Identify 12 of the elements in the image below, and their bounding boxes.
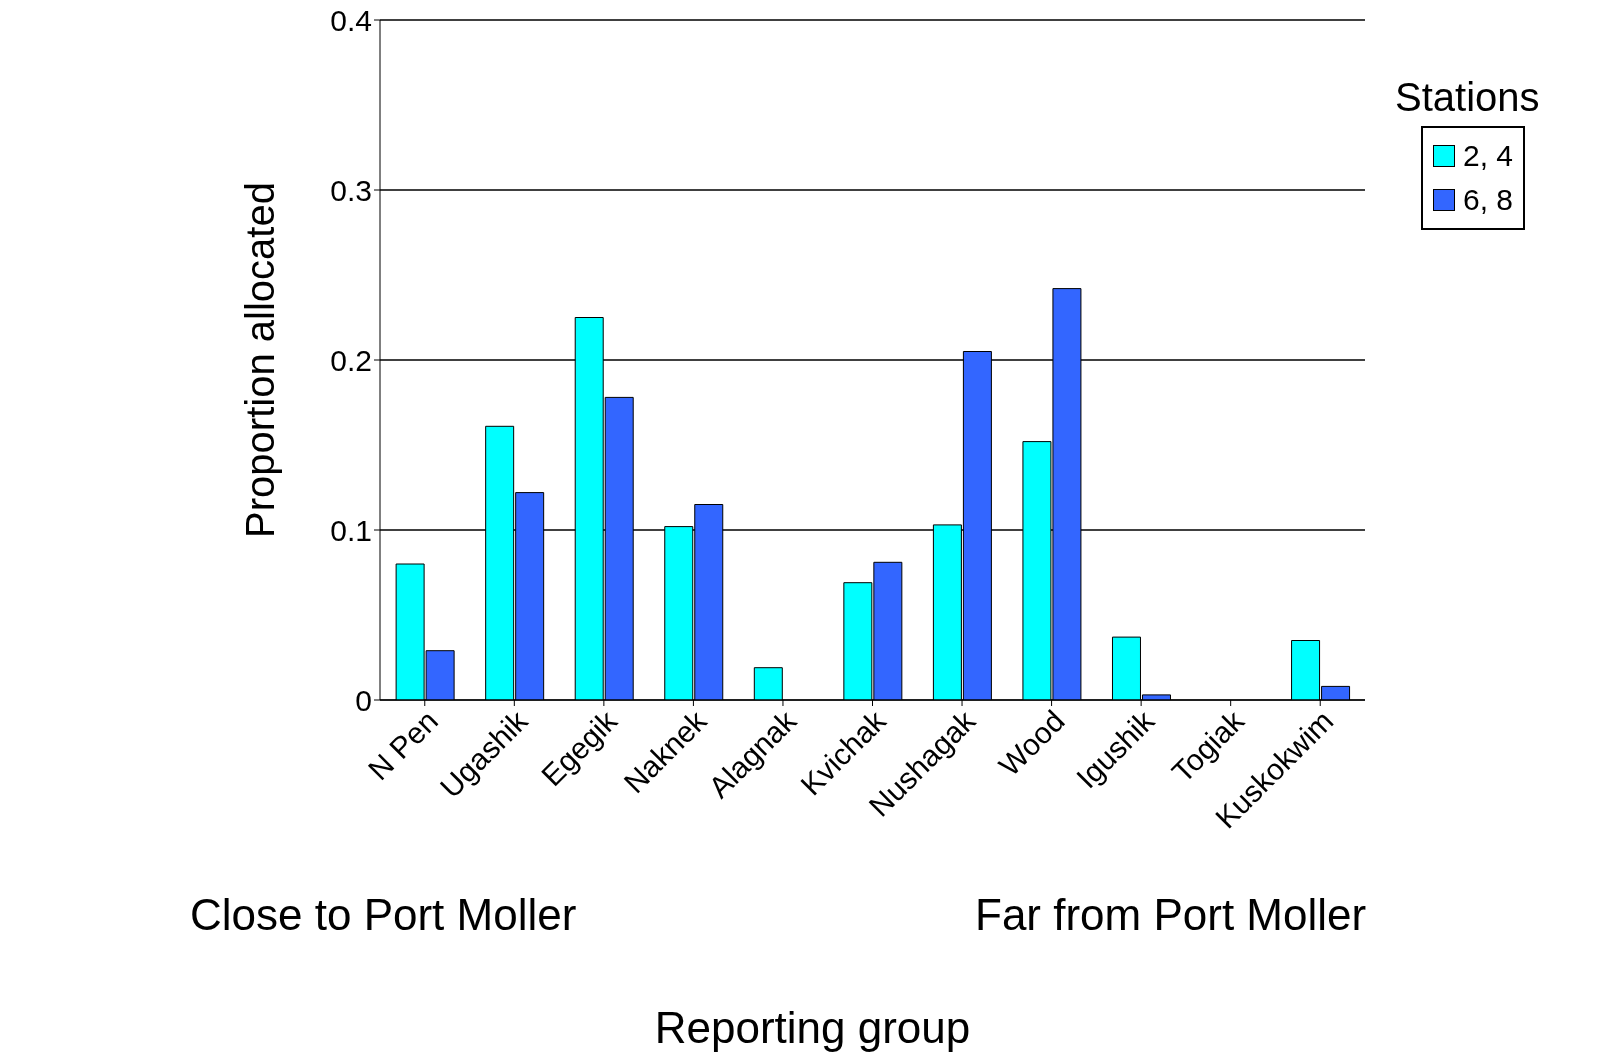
y-tick-label: 0.1 (330, 513, 372, 547)
text: Close to Port Moller (190, 890, 577, 940)
legend-label: 2, 4 (1462, 138, 1514, 174)
x-axis-title: Reporting group (653, 1003, 972, 1053)
y-axis-title: Proportion allocated (238, 182, 283, 538)
legend-title: Stations (1395, 75, 1541, 120)
y-tick-label: 0.2 (330, 343, 372, 377)
y-tick-label: 0.4 (330, 3, 372, 37)
legend-label: 6, 8 (1462, 182, 1514, 218)
text: Far from Port Moller (975, 890, 1367, 940)
y-tick-label: 0 (355, 683, 372, 717)
y-tick-label: 0.3 (330, 173, 372, 207)
